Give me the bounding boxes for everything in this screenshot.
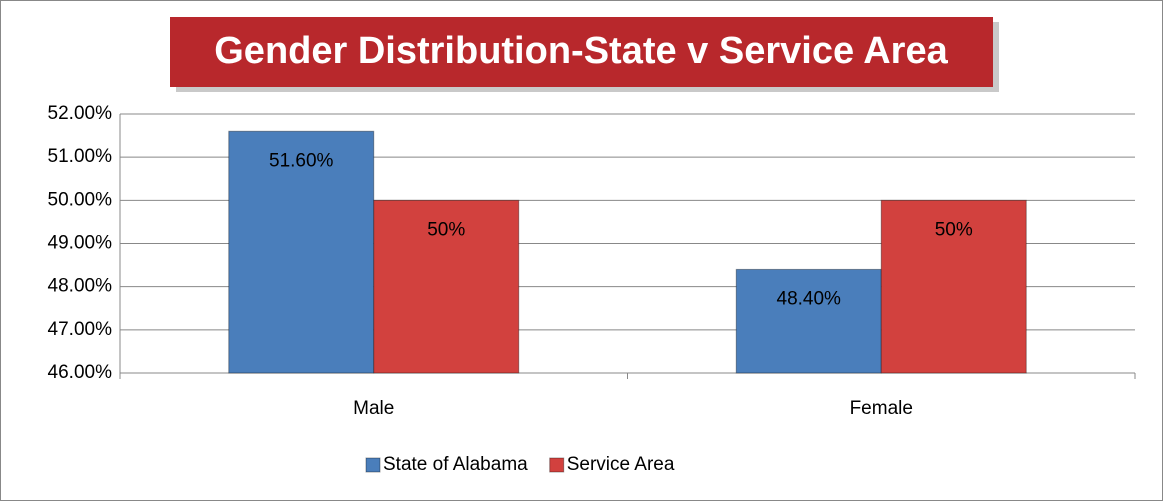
value-label: 50%	[427, 219, 465, 240]
legend-swatch	[549, 457, 565, 473]
y-tick-label: 51.00%	[48, 146, 113, 167]
value-label: 50%	[935, 219, 973, 240]
bar	[735, 268, 882, 374]
y-tick-label: 47.00%	[48, 319, 113, 340]
y-tick-label: 52.00%	[48, 103, 113, 124]
x-tick-label: Male	[353, 398, 394, 419]
value-label: 48.40%	[777, 288, 842, 309]
bar	[228, 130, 375, 374]
value-label: 51.60%	[269, 150, 334, 171]
x-tick-label: Female	[850, 398, 913, 419]
title-box	[170, 17, 993, 87]
y-tick-label: 46.00%	[48, 362, 113, 383]
legend-label: State of Alabama	[383, 454, 528, 475]
legend-swatch	[365, 457, 381, 473]
y-tick-label: 49.00%	[48, 233, 113, 254]
y-tick-label: 50.00%	[48, 189, 113, 210]
legend-label: Service Area	[567, 454, 675, 475]
y-tick-label: 48.00%	[48, 276, 113, 297]
bar	[880, 199, 1027, 374]
chart-title: Gender Distribution-State v Service Area	[214, 30, 948, 72]
bar	[373, 199, 520, 374]
